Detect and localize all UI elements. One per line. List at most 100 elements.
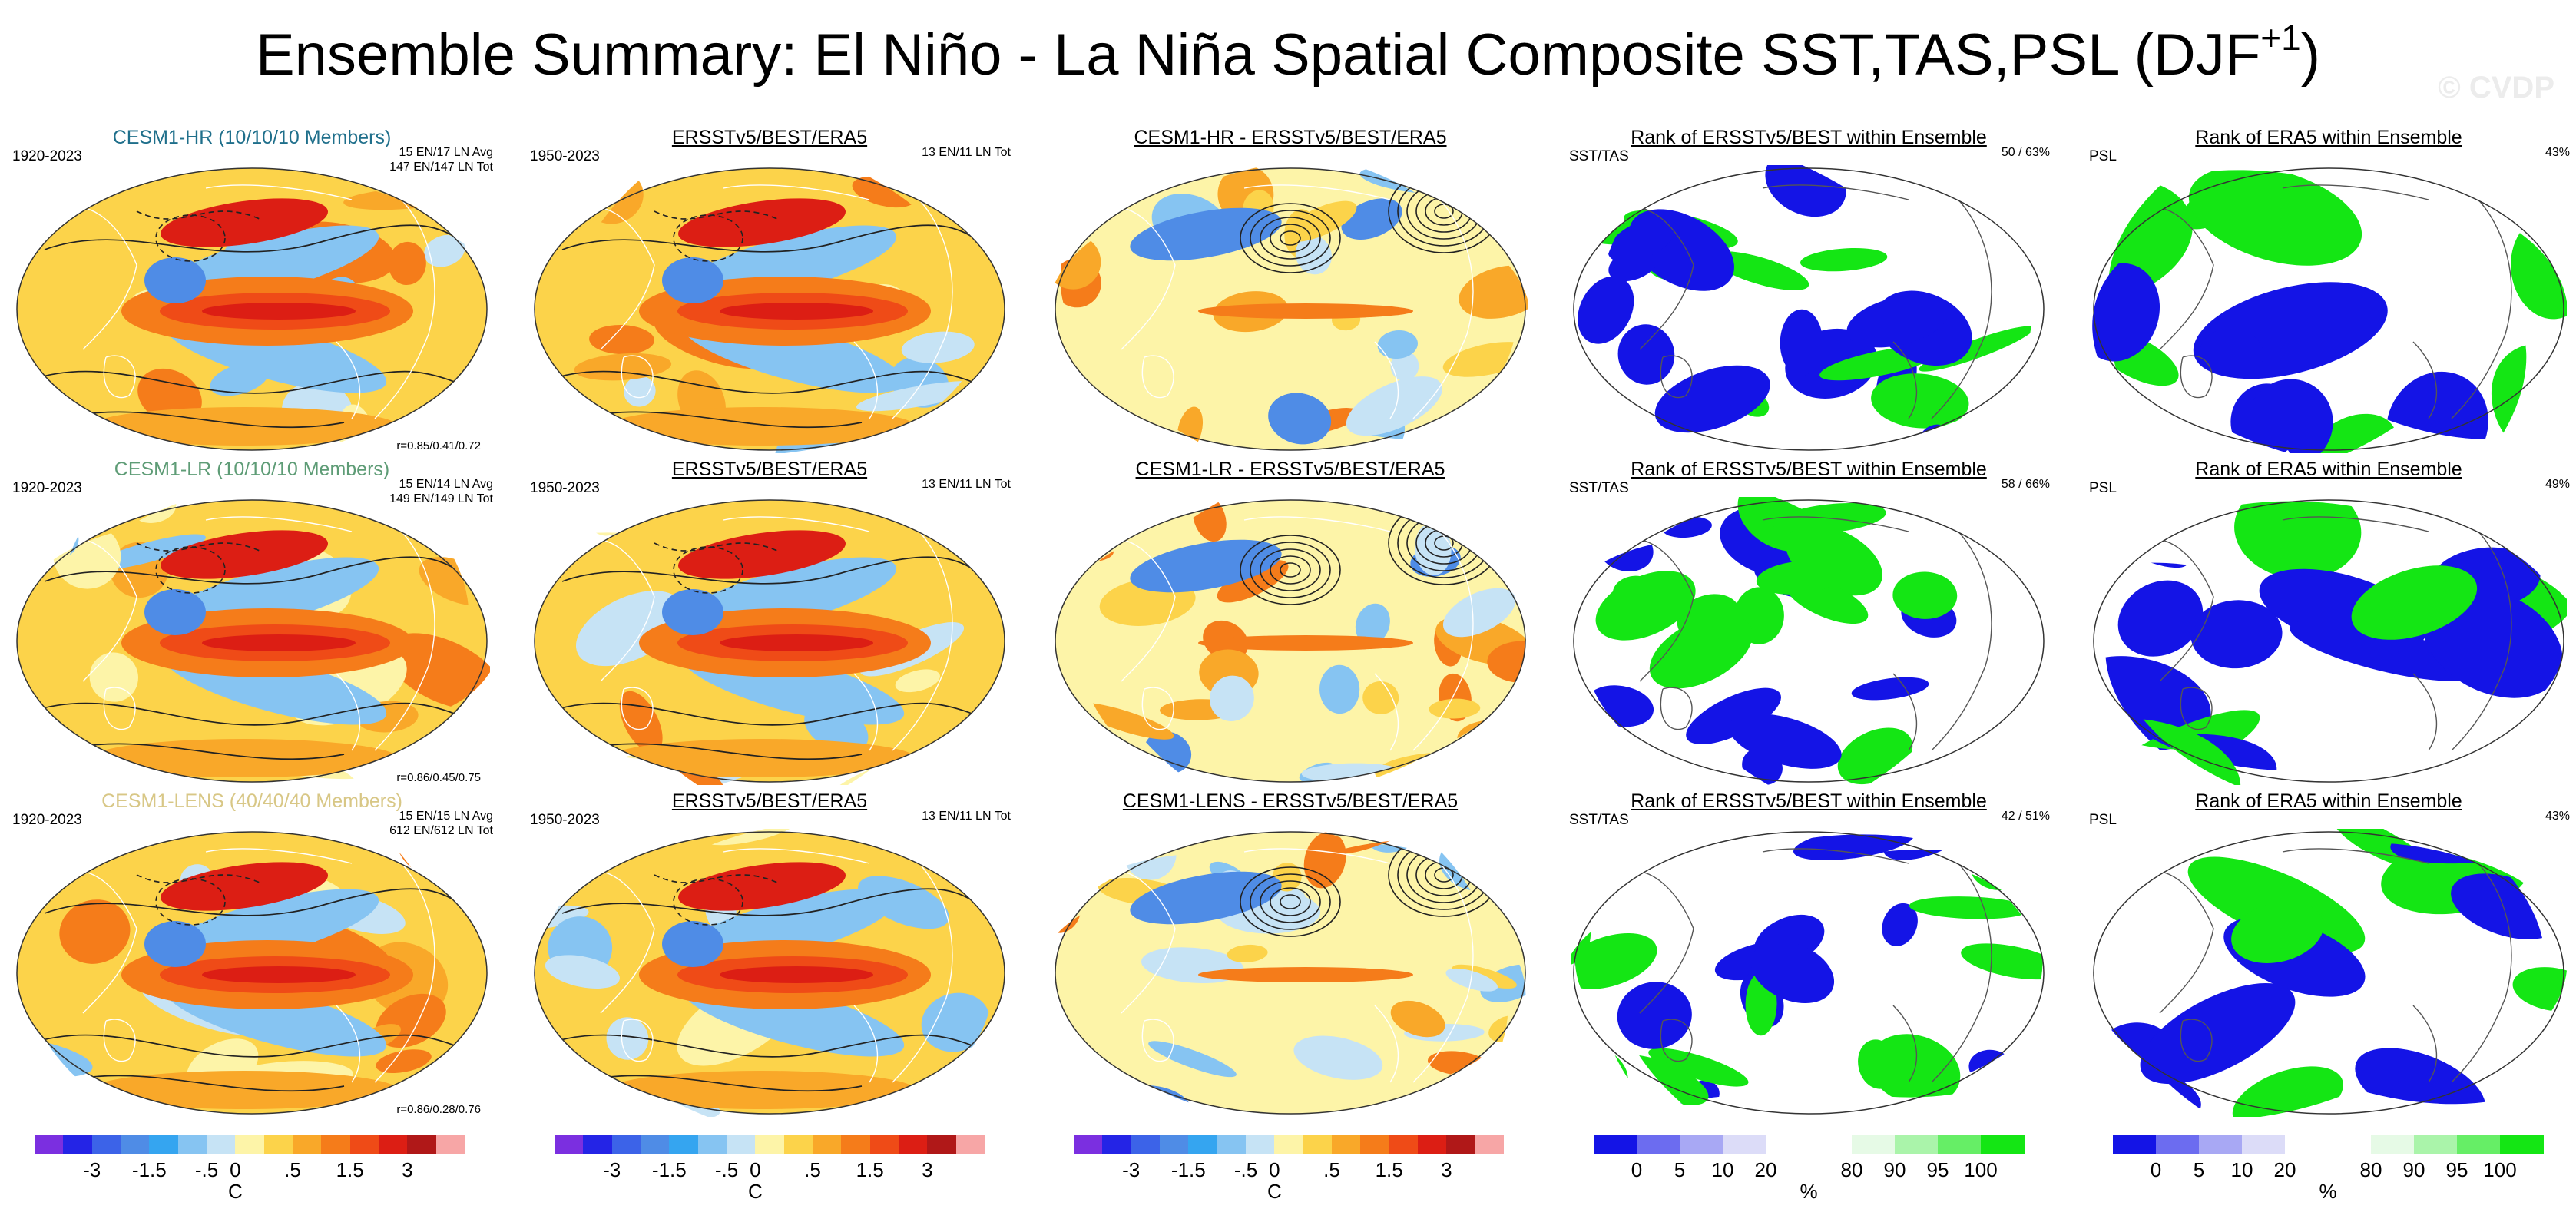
field-patch <box>1198 967 1413 982</box>
field-patch <box>202 303 356 320</box>
psl-contours <box>28 542 487 760</box>
pattern-correlation: r=0.86/0.45/0.75 <box>396 771 481 784</box>
colorbar-label: 1.5 <box>336 1158 364 1181</box>
colorbar-swatch <box>293 1135 322 1154</box>
colorbar-swatch <box>1332 1135 1361 1154</box>
stat-line: 149 EN/149 LN Tot <box>389 492 493 505</box>
colorbar-swatch <box>63 1135 93 1154</box>
colorbar-swatch <box>1852 1135 1896 1154</box>
field-patch <box>2313 413 2397 453</box>
map-panel: CESM1-HR - ERSSTv5/BEST/ERA5 <box>1045 127 1536 457</box>
colorbar-swatch <box>2457 1135 2501 1154</box>
field-patch <box>2188 166 2362 266</box>
field-patch <box>1377 330 1418 359</box>
panel-period: PSL <box>2089 148 2117 164</box>
panel-stats: 43% <box>2545 809 2570 823</box>
colorbar-swatch <box>1303 1135 1333 1154</box>
colorbar-swatch <box>149 1135 179 1154</box>
colorbar-swatch <box>783 1135 813 1154</box>
colorbar-swatch <box>2113 1135 2157 1154</box>
panel-title: Rank of ERA5 within Ensemble <box>2195 459 2462 480</box>
stat-line: 49% <box>2545 478 2570 491</box>
colorbar-swatch <box>2500 1135 2544 1154</box>
map-svg <box>531 829 1005 1117</box>
map-field <box>1052 829 1528 1117</box>
map-svg <box>1052 829 1528 1117</box>
map-panel: Rank of ERSSTv5/BEST within Ensemble SST/… <box>1563 127 2055 457</box>
panel-period: 1950-2023 <box>530 480 600 496</box>
colorbar-swatch <box>1360 1135 1390 1154</box>
colorbar-swatch <box>407 1135 437 1154</box>
field-patch <box>678 198 846 247</box>
colorbar-label: 3 <box>402 1158 413 1181</box>
map-svg <box>2091 497 2567 785</box>
panel-title: Rank of ERSSTv5/BEST within Ensemble <box>1631 127 1987 148</box>
field-patch <box>1750 941 1835 1004</box>
colorbar-swatch <box>611 1135 641 1154</box>
map-border <box>534 499 1005 783</box>
map-panel: ERSSTv5/BEST/ERA5 1950-2023 13 EN/11 LN To… <box>524 127 1015 457</box>
colorbar-swatch <box>2328 1135 2372 1154</box>
panel-period: PSL <box>2089 812 2117 828</box>
field-patch <box>624 376 656 407</box>
field-patch <box>1130 871 1282 925</box>
panel-stats: 42 / 51% <box>2002 809 2050 823</box>
colorbar-swatch <box>697 1135 727 1154</box>
map-field <box>1574 165 2047 453</box>
colorbar-swatch <box>121 1135 150 1154</box>
colorbar-swatch <box>1475 1135 1505 1154</box>
colorbar-label: 10 <box>1711 1158 1734 1181</box>
map-field <box>1571 829 2047 1117</box>
psl-contours <box>28 874 487 1092</box>
colorbar-swatch <box>841 1135 871 1154</box>
map-svg <box>534 165 1006 453</box>
colorbar-swatch <box>813 1135 842 1154</box>
panel-stats: 49% <box>2545 477 2570 492</box>
psl-contours <box>546 210 1005 429</box>
colorbar-label: 1.5 <box>1375 1158 1403 1181</box>
map-field <box>2091 497 2567 785</box>
stat-line: 15 EN/15 LN Avg <box>399 810 493 823</box>
field-patch <box>91 739 398 777</box>
colorbar-label: 10 <box>2230 1158 2253 1181</box>
colorbar-swatch <box>1217 1135 1247 1154</box>
colorbar-swatch <box>641 1135 670 1154</box>
map-svg <box>14 165 488 453</box>
rank-colorbar: 0 5 10 20 80 90 95 100% <box>2113 1135 2544 1204</box>
colorbar-swatch <box>555 1135 584 1154</box>
map-border <box>2093 499 2564 783</box>
field-patch <box>1442 588 1516 638</box>
colorbar-swatch <box>2285 1135 2329 1154</box>
colorbar-label: -3 <box>1122 1158 1141 1181</box>
field-patch <box>2512 967 2567 1012</box>
panel-title: Rank of ERSSTv5/BEST within Ensemble <box>1631 459 1987 480</box>
colorbar-swatch <box>869 1135 899 1154</box>
field-patch <box>1209 675 1254 721</box>
colorbar-label: 20 <box>2273 1158 2296 1181</box>
field-patch <box>91 407 398 446</box>
map-svg <box>531 497 1005 785</box>
field-patch <box>678 862 846 911</box>
field-patch <box>1319 664 1360 714</box>
field-patch <box>1198 635 1413 651</box>
continent-outlines <box>59 516 435 751</box>
panel-title: CESM1-LR - ERSSTv5/BEST/ERA5 <box>1135 459 1445 480</box>
colorbar-swatch <box>1637 1135 1680 1154</box>
map-border <box>1055 167 1526 451</box>
field-patch <box>1571 932 1657 989</box>
field-patch <box>608 739 916 777</box>
map-border <box>2093 167 2564 451</box>
psl-contours <box>546 542 1005 760</box>
panel-period: 1920-2023 <box>12 148 82 164</box>
colorbar-swatch <box>235 1135 265 1154</box>
map-field <box>535 165 1006 453</box>
map-panel: Rank of ERA5 within Ensemble PSL 49% <box>2083 459 2574 789</box>
map-panel: ERSSTv5/BEST/ERA5 1950-2023 13 EN/11 LN To… <box>524 790 1015 1121</box>
field-patch <box>1595 571 1696 641</box>
map-border <box>534 167 1005 451</box>
field-patch <box>1654 365 1770 433</box>
field-patch <box>1130 539 1282 593</box>
field-patch <box>1355 603 1390 645</box>
field-patch <box>91 1071 398 1109</box>
map-svg <box>14 829 488 1115</box>
